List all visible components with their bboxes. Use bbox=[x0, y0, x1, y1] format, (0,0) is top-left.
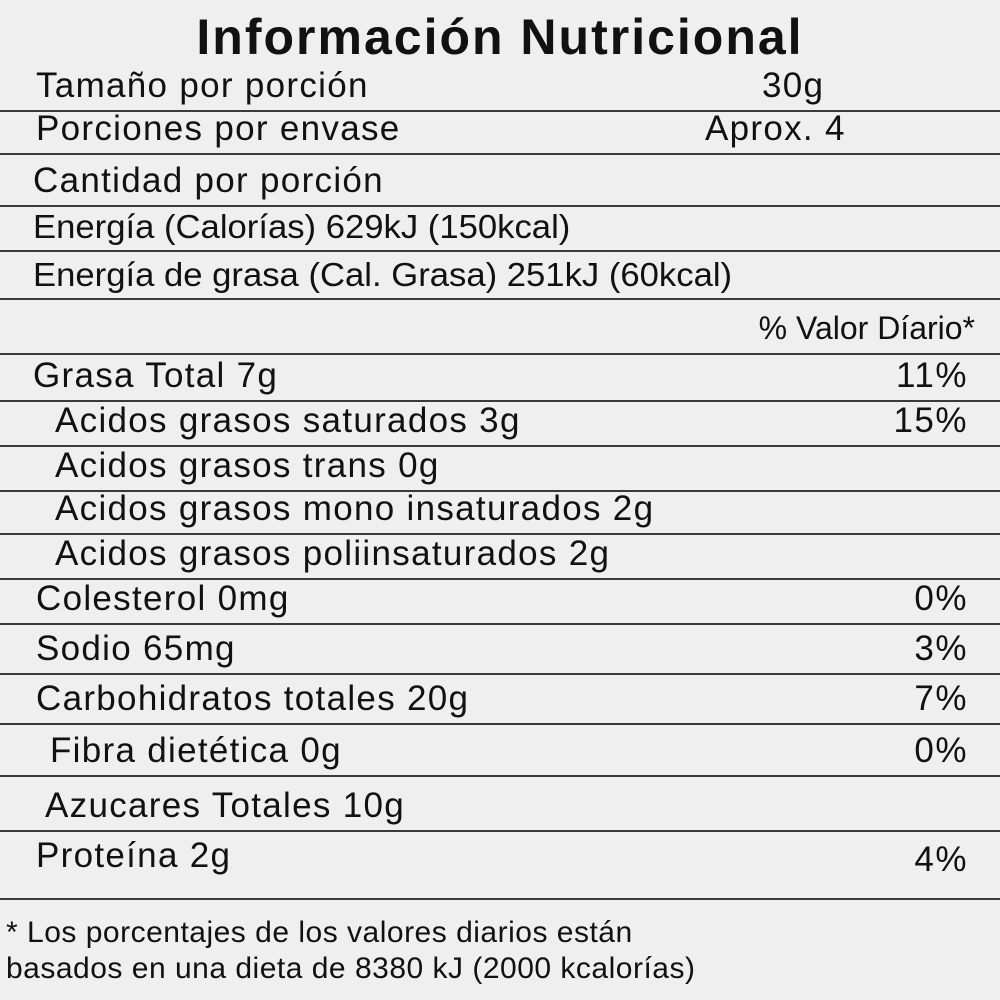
serving-size-row: Tamaño por porción 30g bbox=[0, 62, 1000, 112]
energy-fat-text: Energía de grasa (Cal. Grasa) 251kJ (60k… bbox=[33, 256, 733, 293]
nutrient-row: Acidos grasos saturados 3g 15% bbox=[0, 401, 1000, 447]
servings-row: Porciones por envase Aprox. 4 bbox=[0, 109, 1000, 155]
nutrient-label: Acidos grasos saturados 3g bbox=[55, 401, 521, 440]
nutrient-row: Grasa Total 7g 11% bbox=[0, 355, 1000, 402]
nutrient-row: Acidos grasos trans 0g bbox=[0, 446, 1000, 492]
nutrient-label: Grasa Total 7g bbox=[33, 356, 279, 395]
nutrient-row: Colesterol 0mg 0% bbox=[0, 579, 1000, 625]
energy-fat-row: Energía de grasa (Cal. Grasa) 251kJ (60k… bbox=[0, 252, 1000, 300]
daily-value-header-row: % Valor Díario* bbox=[0, 300, 1000, 355]
nutrient-label: Azucares Totales 10g bbox=[45, 786, 406, 825]
nutrient-label: Acidos grasos mono insaturados 2g bbox=[55, 489, 655, 528]
nutrient-label: Acidos grasos trans 0g bbox=[55, 446, 440, 485]
nutrient-label: Carbohidratos totales 20g bbox=[36, 679, 470, 718]
nutrient-label: Sodio 65mg bbox=[36, 629, 236, 668]
energy-row: Energía (Calorías) 629kJ (150kcal) bbox=[0, 207, 1000, 252]
nutrient-daily-value: 0% bbox=[914, 579, 968, 618]
nutrient-row: Carbohidratos totales 20g 7% bbox=[0, 675, 1000, 725]
nutrient-row: Acidos grasos mono insaturados 2g bbox=[0, 489, 1000, 535]
nutrient-daily-value: 7% bbox=[914, 679, 968, 718]
servings-value: Aprox. 4 bbox=[705, 109, 846, 148]
nutrient-label: Fibra dietética 0g bbox=[50, 731, 342, 770]
nutrient-label: Acidos grasos poliinsaturados 2g bbox=[55, 534, 611, 573]
nutrient-daily-value: 11% bbox=[896, 356, 968, 395]
energy-text: Energía (Calorías) 629kJ (150kcal) bbox=[33, 208, 571, 245]
nutrient-daily-value: 0% bbox=[914, 731, 968, 770]
amount-per-serving: Cantidad por porción bbox=[33, 161, 384, 200]
nutrient-daily-value: 15% bbox=[893, 401, 968, 440]
nutrient-label: Proteína 2g bbox=[36, 836, 232, 875]
nutrient-daily-value: 4% bbox=[914, 840, 968, 879]
daily-value-header: % Valor Díario* bbox=[758, 310, 975, 346]
nutrient-row: Proteína 2g 4% bbox=[0, 832, 1000, 900]
nutrient-row: Azucares Totales 10g bbox=[0, 777, 1000, 832]
nutrient-label: Colesterol 0mg bbox=[36, 579, 290, 618]
amount-row: Cantidad por porción bbox=[0, 155, 1000, 207]
footnote-line-1: * Los porcentajes de los valores diarios… bbox=[6, 916, 633, 949]
serving-size-label: Tamaño por porción bbox=[36, 66, 369, 105]
label-title: Información Nutricional bbox=[196, 9, 804, 65]
servings-label: Porciones por envase bbox=[36, 109, 401, 148]
footnote-line-2: basados en una dieta de 8380 kJ (2000 kc… bbox=[6, 952, 696, 985]
nutrient-row: Acidos grasos poliinsaturados 2g bbox=[0, 534, 1000, 580]
nutrient-daily-value: 3% bbox=[914, 629, 968, 668]
nutrient-row: Fibra dietética 0g 0% bbox=[0, 725, 1000, 777]
nutrient-row: Sodio 65mg 3% bbox=[0, 625, 1000, 675]
serving-size-value: 30g bbox=[762, 66, 825, 105]
